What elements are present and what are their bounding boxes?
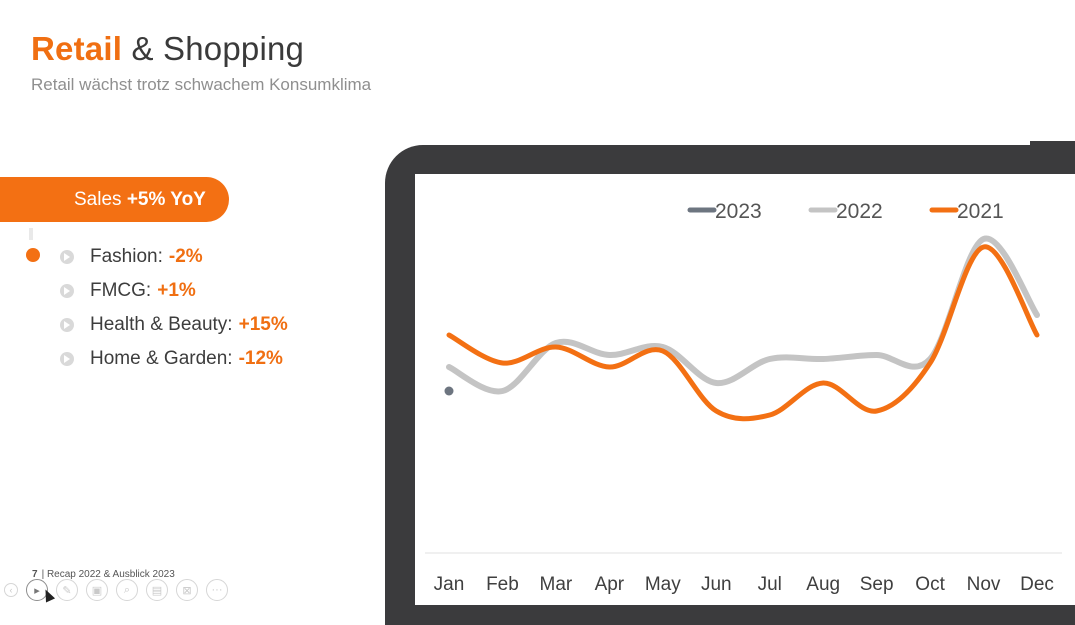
subtitles-icon: ▤ [151,584,163,597]
sales-label: Sales [74,189,127,210]
x-tick-label: Jan [434,574,465,595]
next-slide-button[interactable]: ▸ [26,579,48,601]
category-item-fashion: Fashion: -2% [60,240,288,274]
x-tick-label: Sep [860,574,894,595]
all-slides-button[interactable]: ▣ [86,579,108,601]
prev-icon: ‹ [9,585,13,595]
sales-badge: Sales +5% YoY [0,177,229,222]
page-subtitle: Retail wächst trotz schwachem Konsumklim… [31,75,372,94]
progress-marker [29,228,33,240]
x-tick-label: May [645,574,681,595]
page-title-rest: & Shopping [122,30,305,67]
zoom-button[interactable]: ⌕ [116,579,138,601]
prev-slide-button[interactable]: ‹ [4,583,18,597]
category-item-health-beauty: Health & Beauty: +15% [60,308,288,342]
sales-line-chart: Jan Feb Mar Apr May Jun Jul Aug Sep Oct Nov Dec 2023… [425,200,1062,595]
series-2021-line [446,244,1040,422]
footer: 7 | Recap 2022 & Ausblick 2023 [32,569,175,580]
page-number: 7 [32,569,38,580]
more-icon: ··· [211,584,223,596]
more-options-button[interactable]: ··· [206,579,228,601]
arrow-right-icon [60,284,74,298]
x-tick-label: Jun [701,574,732,595]
slides-icon: ▣ [91,584,103,597]
camera-toggle-button[interactable]: ⊠ [176,579,198,601]
legend-label-2021: 2021 [957,200,1004,223]
category-value: +1% [157,280,196,301]
pen-icon: ✎ [62,584,72,597]
category-value: -12% [238,348,283,369]
x-tick-label: Apr [595,574,625,595]
arrow-right-icon [60,352,74,366]
category-list: Fashion: -2% FMCG: +1% Health & Beauty: +15… [60,240,288,376]
page-title: Retail & Shopping [31,30,304,68]
category-value: +15% [238,314,288,335]
arrow-right-icon [60,318,74,332]
x-tick-label: Aug [806,574,840,595]
pen-tool-button[interactable]: ✎ [56,579,78,601]
arrow-right-icon [60,250,74,264]
x-tick-label: Jul [758,574,782,595]
tablet-button [1030,141,1075,146]
page-title-accent: Retail [31,30,123,67]
x-tick-label: Dec [1020,574,1054,595]
category-label: FMCG: [90,280,152,301]
camera-off-icon: ⊠ [182,584,192,597]
x-tick-label: Mar [540,574,573,595]
category-label: Home & Garden: [90,348,233,369]
x-tick-label: Feb [486,574,519,595]
current-item-dot [26,248,40,262]
legend-label-2022: 2022 [836,200,883,223]
zoom-icon: ⌕ [123,583,131,596]
x-tick-label: Oct [915,574,945,595]
play-icon: ▸ [34,584,40,597]
tablet-screen [415,174,1075,605]
series-2023-point [444,386,454,396]
subtitles-button[interactable]: ▤ [146,579,168,601]
presentation-toolbar: ‹ ▸ ✎ ▣ ⌕ ▤ ⊠ ··· [4,579,228,601]
category-value: -2% [168,246,203,267]
legend-label-2023: 2023 [715,200,762,223]
category-item-home-garden: Home & Garden: -12% [60,342,288,376]
x-tick-label: Nov [967,574,1001,595]
category-label: Fashion: [90,246,163,267]
footer-text: | Recap 2022 & Ausblick 2023 [41,569,175,580]
sales-value: +5% YoY [126,189,206,210]
category-label: Health & Beauty: [90,314,233,335]
category-item-fmcg: FMCG: +1% [60,274,288,308]
